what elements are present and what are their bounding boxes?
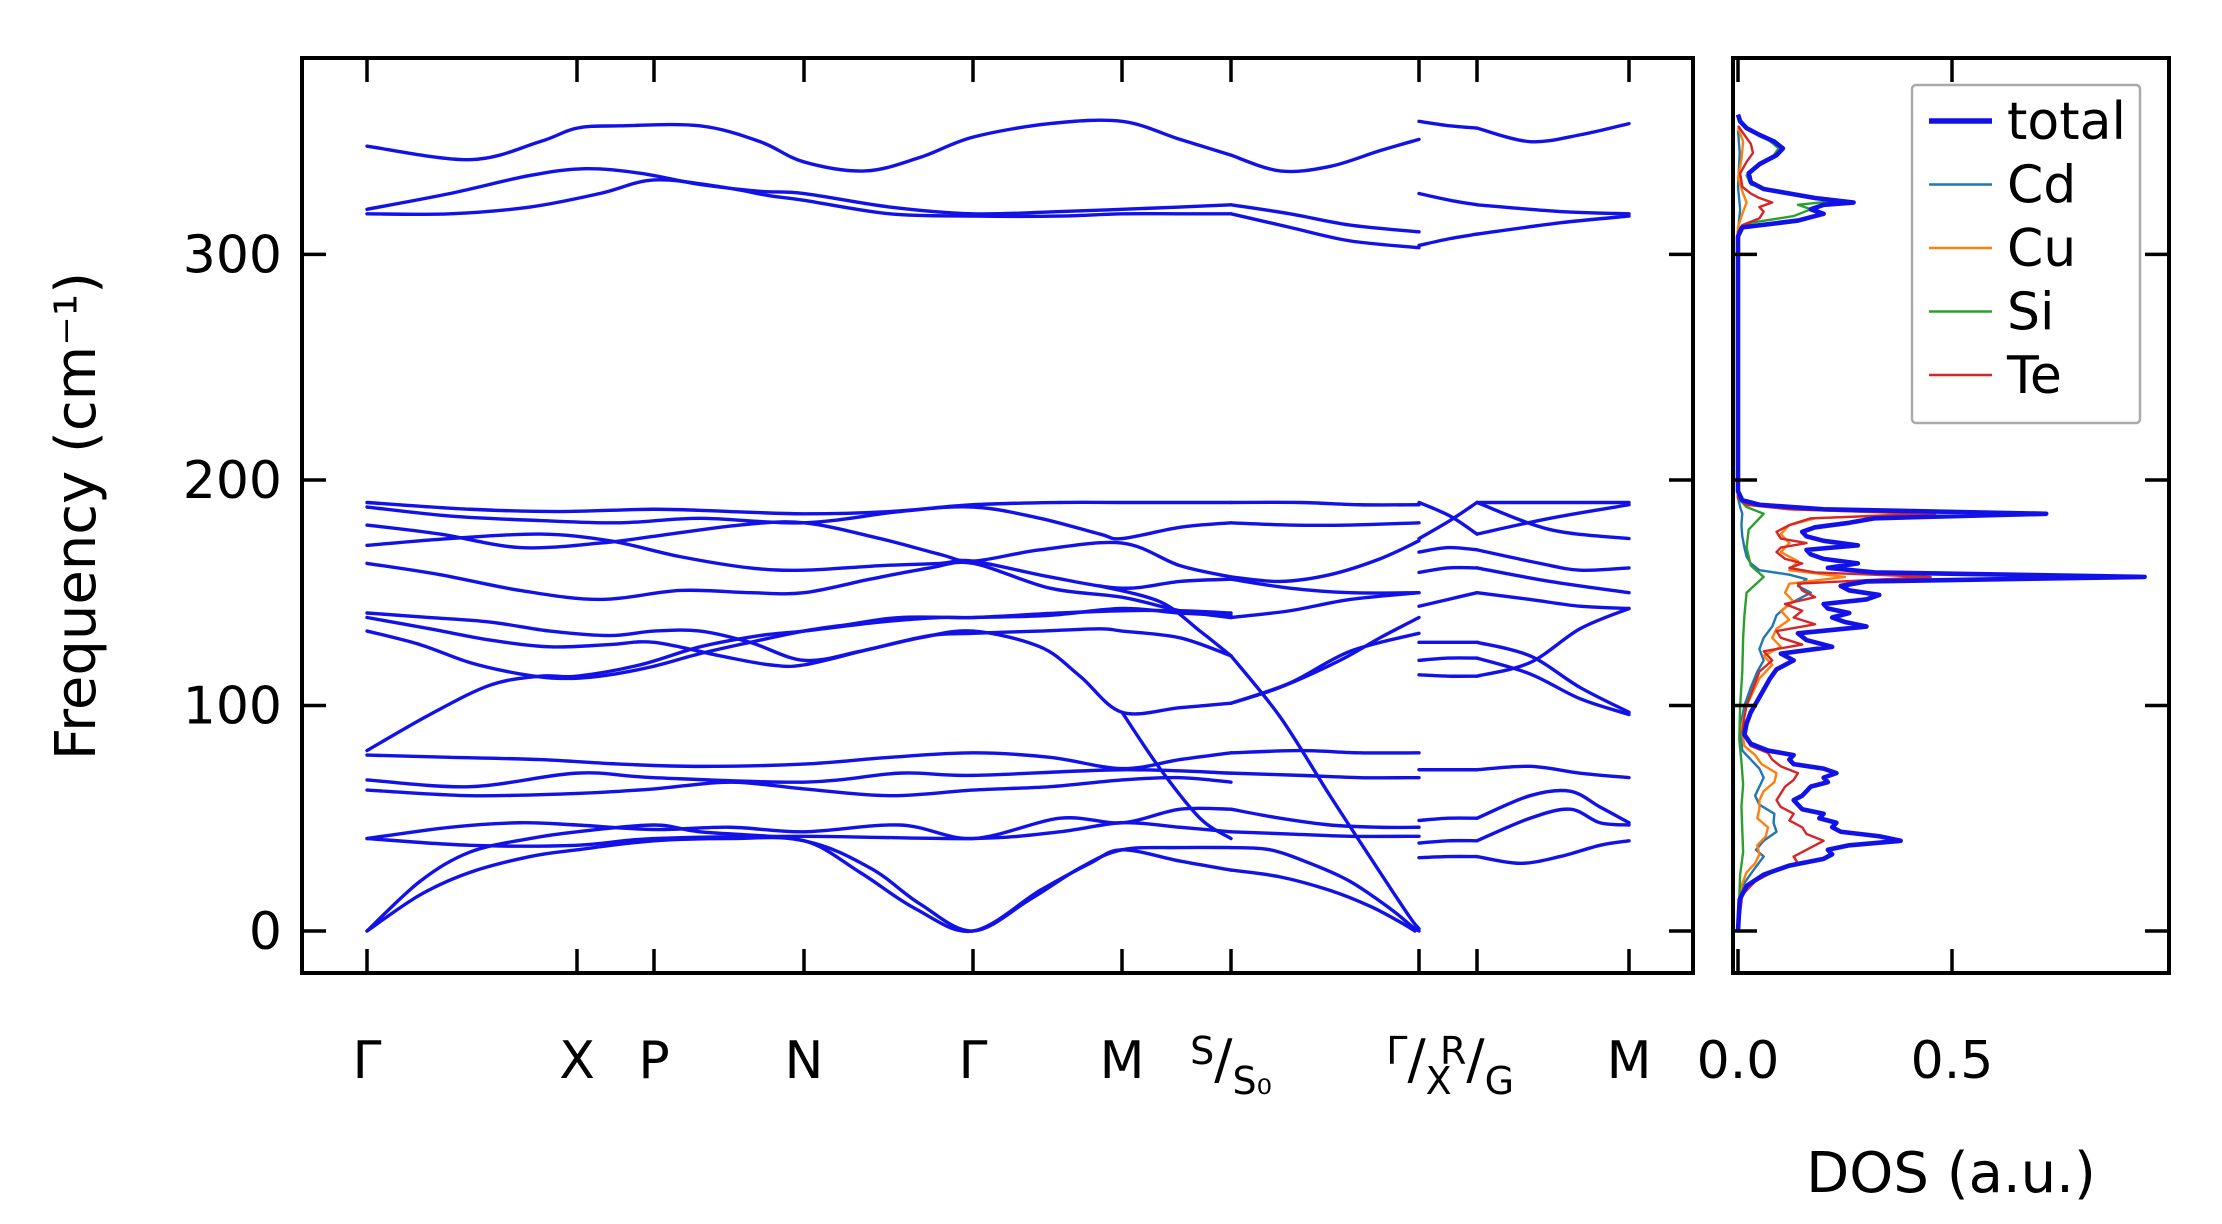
phonon-band — [365, 520, 1233, 579]
phonon-band — [1475, 640, 1631, 714]
phonon-band — [1475, 591, 1631, 611]
band-panel-frame — [300, 56, 1695, 975]
phonon-band — [1229, 137, 1421, 174]
y-tick-label: 0 — [249, 902, 282, 962]
k-point-label: M — [1100, 1031, 1145, 1091]
phonon-band — [1229, 500, 1421, 507]
phonon-band — [365, 835, 1233, 934]
phonon-band — [1229, 654, 1421, 931]
phonon-band — [1229, 631, 1421, 705]
phonon-band — [1475, 500, 1631, 541]
phonon-band — [1475, 764, 1631, 780]
phonon-band — [1229, 807, 1421, 830]
phonon-band — [1475, 807, 1631, 843]
phonon-band — [1229, 591, 1421, 620]
y-tick-label: 200 — [183, 451, 282, 511]
phonon-band — [1475, 656, 1631, 717]
y-axis-label: Frequency (cm⁻¹) — [44, 272, 109, 760]
phonon-band — [365, 820, 1233, 848]
phonon-band — [1475, 503, 1631, 536]
dos-series-Cu — [1736, 127, 1919, 932]
phonon-band — [365, 775, 1233, 798]
legend-label-total: total — [2007, 92, 2126, 152]
phonon-band — [365, 606, 1233, 681]
phonon-band — [1229, 577, 1421, 595]
k-point-label: P — [638, 1031, 669, 1091]
phonon-band — [365, 615, 1233, 669]
phonon-band — [1229, 539, 1421, 584]
phonon-band — [1475, 606, 1631, 678]
phonon-band — [365, 500, 1233, 516]
phonon-band — [1229, 830, 1421, 839]
k-point-label: Γ/X — [1386, 1028, 1451, 1103]
phonon-band — [365, 166, 1233, 216]
phonon-band — [1417, 816, 1479, 823]
dos-series-total — [1735, 113, 2147, 932]
dos-series-Cd — [1736, 130, 1812, 932]
phonon-band — [1417, 500, 1479, 536]
phonon-band — [1417, 591, 1479, 608]
phonon-band — [1417, 545, 1479, 554]
dos-x-axis-label: DOS (a.u.) — [1806, 1141, 2096, 1206]
legend-label-Cu: Cu — [2007, 219, 2076, 279]
phonon-band — [365, 505, 1233, 541]
phonon-band — [1475, 203, 1631, 216]
phonon-band — [1229, 845, 1421, 933]
y-tick-label: 300 — [183, 225, 282, 285]
phonon-band — [1417, 191, 1479, 207]
legend-frame — [1910, 83, 2142, 425]
phonon-band — [1475, 214, 1631, 236]
phonon-band — [1417, 656, 1479, 663]
phonon-band — [1417, 232, 1479, 248]
k-point-label: S/S₀ — [1190, 1028, 1272, 1103]
k-point-label: Γ — [353, 1031, 382, 1091]
phonon-band — [1417, 838, 1479, 845]
phonon-band — [365, 118, 1233, 173]
legend-label-Si: Si — [2007, 283, 2054, 343]
phonon-band — [365, 178, 1233, 219]
phonon-band — [1417, 565, 1479, 575]
phonon-band — [1229, 212, 1421, 250]
dos-curves — [1735, 113, 2147, 932]
phonon-band — [1098, 584, 1233, 658]
k-point-label: M — [1607, 1031, 1652, 1091]
phonon-band — [1417, 119, 1479, 130]
k-point-label: X — [559, 1031, 595, 1091]
phonon-band — [1417, 854, 1479, 860]
phonon-band — [365, 560, 1233, 620]
legend-label-Cd: Cd — [2007, 156, 2076, 216]
phonon-band — [1229, 771, 1421, 780]
dos-series-Te — [1736, 125, 1937, 932]
phonon-band — [1475, 566, 1631, 595]
phonon-band — [365, 751, 1233, 771]
dos-x-tick-label: 0.5 — [1911, 1031, 1994, 1091]
phonon-band — [365, 608, 1233, 753]
phonon-band — [1417, 673, 1479, 678]
phonon-band — [1475, 121, 1631, 144]
y-tick-label: 100 — [183, 676, 282, 736]
phonon-band — [1229, 868, 1417, 933]
k-point-label: N — [785, 1031, 824, 1091]
phonon-band — [365, 611, 1233, 716]
axes: 0 100 200 300 Γ X P N Γ M S/S₀ Γ/XR/G M 0.0 0.5 — [183, 56, 2171, 1103]
phonon-band — [1229, 521, 1421, 528]
k-point-label: R/G — [1440, 1028, 1514, 1103]
phonon-band — [1229, 748, 1421, 755]
phonon-band — [1417, 500, 1479, 541]
legend-label-Te: Te — [2006, 346, 2062, 406]
k-point-label: Γ — [959, 1031, 988, 1091]
band-structure-curves — [365, 118, 1631, 934]
phonon-band — [1229, 203, 1421, 234]
phonon-band — [1475, 788, 1631, 825]
dos-x-tick-label: 0.0 — [1697, 1031, 1780, 1091]
phonon-band — [1475, 548, 1631, 572]
phonon-band — [365, 768, 1233, 789]
phonon-band — [1475, 839, 1631, 866]
